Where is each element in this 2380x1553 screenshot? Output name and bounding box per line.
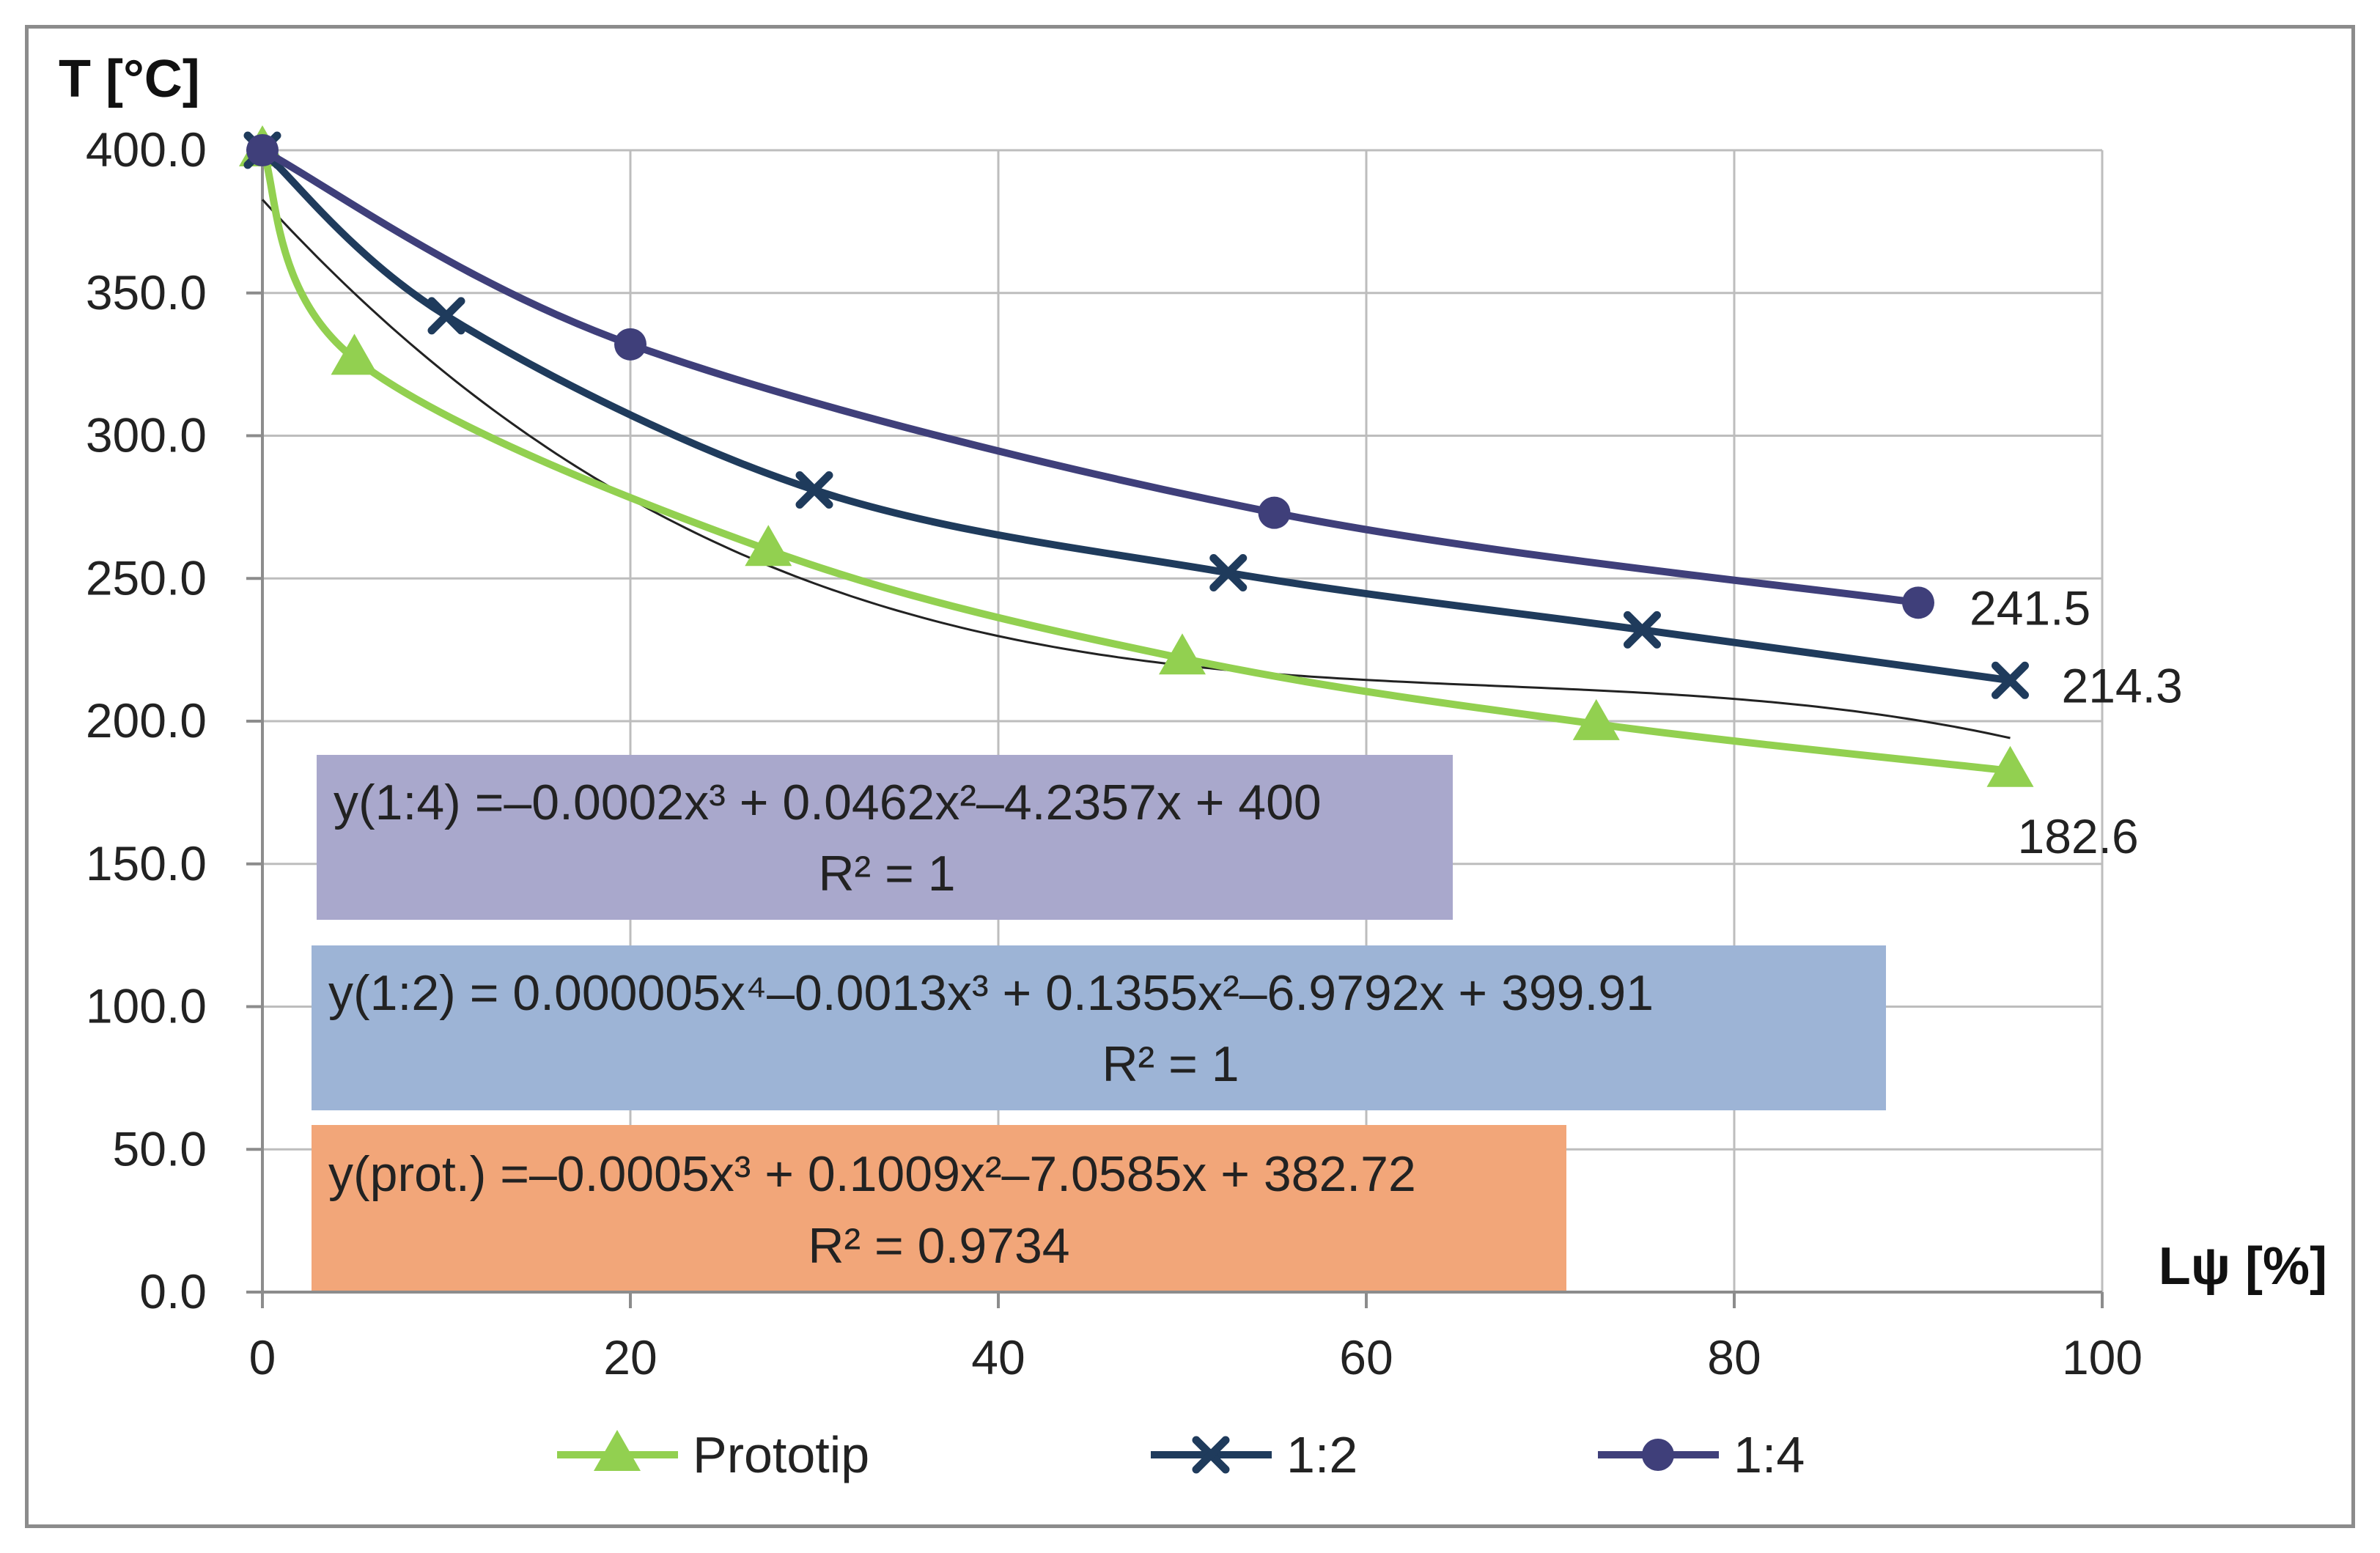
x-tick-label: 60	[1339, 1330, 1393, 1384]
y-tick-label: 300.0	[86, 408, 207, 462]
data-point	[1992, 661, 2029, 699]
data-point	[1624, 610, 1661, 649]
trendline-layer	[261, 199, 2011, 739]
legend-marker	[1192, 1436, 1230, 1474]
y-tick-label: 200.0	[86, 693, 207, 748]
equation-text: y(1:2) = 0.000005x⁴‒0.0013x³ + 0.1355x²‒…	[328, 965, 1654, 1021]
data-label: 214.3	[2062, 658, 2183, 712]
x-marker-stroke	[1209, 553, 1248, 591]
legend-item: 1:2	[1151, 1426, 1357, 1483]
data-point	[745, 525, 792, 567]
x-marker-stroke	[795, 471, 833, 509]
y-tick-label: 250.0	[86, 550, 207, 605]
y-tick-label: 0.0	[139, 1264, 207, 1318]
data-point	[331, 333, 378, 375]
x-marker-stroke	[427, 297, 465, 335]
series-line	[259, 147, 2014, 775]
axes	[246, 149, 2104, 1308]
y-axis-title: T [°C]	[59, 50, 200, 108]
x-tick-label: 40	[971, 1330, 1025, 1384]
x-tick-label: 80	[1707, 1330, 1761, 1384]
y-tick-label: 350.0	[86, 265, 207, 320]
equation-box	[317, 755, 1453, 920]
equation-box	[312, 1125, 1566, 1292]
x-tick-label: 20	[603, 1330, 657, 1384]
series-1-2: 214.3	[243, 131, 2183, 712]
data-point	[795, 471, 833, 509]
x-tick-label: 100	[2062, 1330, 2143, 1384]
data-point	[246, 134, 279, 166]
data-point	[1258, 496, 1291, 529]
legend-marker	[594, 1430, 641, 1471]
data-point	[1986, 745, 2034, 787]
legend-marker	[1642, 1439, 1674, 1471]
x-marker-stroke	[1192, 1436, 1230, 1474]
x-marker-stroke	[1992, 661, 2029, 699]
trendline	[261, 199, 2011, 739]
equation-r2: R² = 1	[818, 846, 955, 901]
data-point	[1209, 553, 1248, 591]
x-marker-stroke	[1624, 610, 1661, 649]
grid	[262, 149, 2104, 1292]
data-point	[1572, 698, 1620, 740]
equation-text: y(prot.) =‒0.0005x³ + 0.1009x²‒7.0585x +…	[328, 1146, 1416, 1202]
data-label: 182.6	[2018, 809, 2139, 863]
tick-labels: 0.050.0100.0150.0200.0250.0300.0350.0400…	[86, 122, 2143, 1384]
equation-r2: R² = 0.9734	[808, 1218, 1069, 1274]
legend-item: 1:4	[1598, 1426, 1805, 1483]
legend-label: 1:4	[1734, 1426, 1805, 1483]
legend: Prototip 1:2 1:4	[557, 1426, 1805, 1483]
equation-box	[312, 945, 1886, 1110]
data-point	[427, 297, 465, 335]
data-point	[614, 328, 646, 361]
y-tick-label: 50.0	[113, 1121, 207, 1176]
y-tick-label: 150.0	[86, 836, 207, 890]
legend-label: Prototip	[693, 1426, 869, 1483]
equation-text: y(1:4) =‒0.0002x³ + 0.0462x²‒4.2357x + 4…	[334, 775, 1322, 830]
series-line	[259, 147, 2014, 685]
series-line	[259, 147, 1922, 607]
y-tick-label: 400.0	[86, 122, 207, 177]
equation-boxes: y(1:4) =‒0.0002x³ + 0.0462x²‒4.2357x + 4…	[312, 755, 1886, 1292]
legend-label: 1:2	[1286, 1426, 1357, 1483]
x-axis-title: Lψ [%]	[2159, 1237, 2327, 1296]
legend-item: Prototip	[557, 1426, 869, 1483]
data-point	[1159, 633, 1206, 675]
equation-r2: R² = 1	[1102, 1036, 1239, 1092]
data-label: 241.5	[1970, 580, 2090, 635]
x-tick-label: 0	[249, 1330, 276, 1384]
series-1-4: 241.5	[246, 134, 2090, 635]
y-tick-label: 100.0	[86, 979, 207, 1033]
series-layer: 182.6 214.3 241.5	[239, 125, 2183, 863]
data-point	[1902, 586, 1934, 619]
